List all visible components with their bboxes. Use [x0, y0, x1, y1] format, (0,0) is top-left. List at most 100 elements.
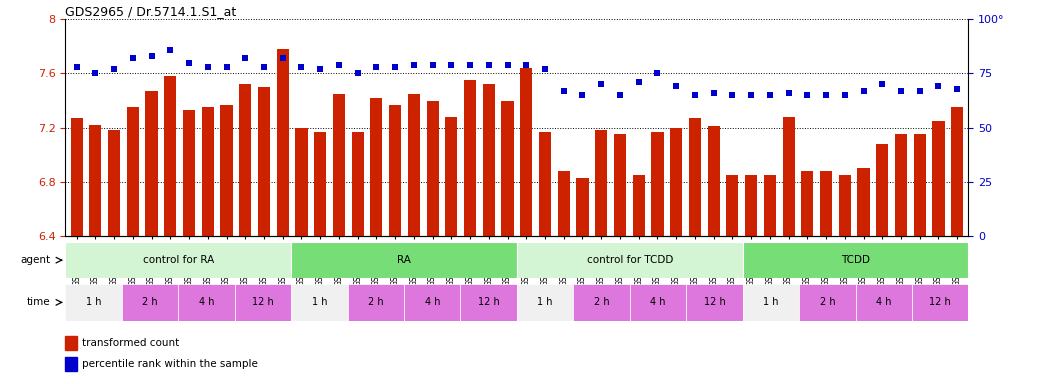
Point [725, 92, 741, 98]
Text: 12 h: 12 h [704, 297, 726, 308]
Point [181, 60, 197, 66]
Point [781, 90, 797, 96]
Point [255, 64, 272, 70]
Bar [65, 284, 121, 321]
Bar [539, 132, 551, 236]
Point [518, 62, 535, 68]
Point [818, 92, 835, 98]
Bar [764, 175, 776, 236]
Point [706, 90, 722, 96]
Bar [389, 104, 402, 236]
Point [443, 62, 460, 68]
Point [218, 64, 235, 70]
Point [481, 62, 497, 68]
Text: GDS2965 / Dr.5714.1.S1_at: GDS2965 / Dr.5714.1.S1_at [65, 5, 237, 18]
Point [649, 70, 665, 76]
Bar [501, 101, 514, 236]
Bar [315, 132, 326, 236]
Point [893, 88, 909, 94]
Text: 2 h: 2 h [594, 297, 609, 308]
Text: agent: agent [20, 255, 50, 265]
Text: 4 h: 4 h [876, 297, 892, 308]
Point [293, 64, 309, 70]
Text: 2 h: 2 h [368, 297, 384, 308]
Bar [65, 242, 291, 278]
Point [106, 66, 122, 72]
Bar [689, 118, 701, 236]
Bar [461, 284, 517, 321]
Point [274, 55, 291, 61]
Bar [517, 242, 742, 278]
Bar [820, 171, 832, 236]
Point [593, 81, 609, 88]
Point [837, 92, 853, 98]
Bar [220, 104, 233, 236]
Point [237, 55, 253, 61]
Bar [183, 110, 195, 236]
Bar [145, 91, 158, 236]
Text: RA: RA [398, 255, 411, 265]
Bar [408, 94, 420, 236]
Bar [404, 284, 461, 321]
Bar [277, 49, 289, 236]
Point [406, 62, 422, 68]
Point [667, 83, 684, 89]
Text: 4 h: 4 h [650, 297, 665, 308]
Bar [557, 171, 570, 236]
Point [387, 64, 404, 70]
Text: 1 h: 1 h [86, 297, 102, 308]
Text: 12 h: 12 h [929, 297, 951, 308]
Bar [671, 127, 682, 236]
Bar [742, 242, 968, 278]
Point [143, 53, 160, 59]
Bar [108, 131, 120, 236]
Bar [613, 134, 626, 236]
Text: 12 h: 12 h [477, 297, 499, 308]
Point [368, 64, 385, 70]
Bar [576, 178, 589, 236]
Bar [951, 108, 963, 236]
Bar [291, 284, 348, 321]
Point [930, 83, 947, 89]
Bar [857, 168, 870, 236]
Bar [932, 121, 945, 236]
Bar [483, 84, 495, 236]
Bar [179, 284, 235, 321]
Bar [296, 127, 307, 236]
Bar [708, 126, 719, 236]
Text: 1 h: 1 h [311, 297, 327, 308]
Text: control for TCDD: control for TCDD [586, 255, 673, 265]
Bar [745, 175, 757, 236]
Bar [855, 284, 912, 321]
Bar [445, 117, 458, 236]
Bar [427, 101, 439, 236]
Bar [595, 131, 607, 236]
Bar [630, 284, 686, 321]
Point [350, 70, 366, 76]
Bar [371, 98, 382, 236]
Bar [464, 80, 476, 236]
Text: 1 h: 1 h [763, 297, 778, 308]
Bar [257, 87, 270, 236]
Bar [783, 117, 795, 236]
Bar [742, 284, 799, 321]
Text: TCDD: TCDD [841, 255, 870, 265]
Bar [291, 242, 517, 278]
Point [311, 66, 328, 72]
Bar [201, 108, 214, 236]
Point [425, 62, 441, 68]
Point [799, 92, 816, 98]
Point [499, 62, 516, 68]
Bar [127, 108, 139, 236]
Point [574, 92, 591, 98]
Point [855, 88, 872, 94]
Text: 12 h: 12 h [252, 297, 274, 308]
Bar [799, 284, 855, 321]
Point [949, 86, 965, 92]
Text: transformed count: transformed count [82, 338, 179, 348]
Point [911, 88, 928, 94]
Bar [632, 175, 645, 236]
Point [331, 62, 348, 68]
Bar [121, 284, 179, 321]
Point [69, 64, 85, 70]
